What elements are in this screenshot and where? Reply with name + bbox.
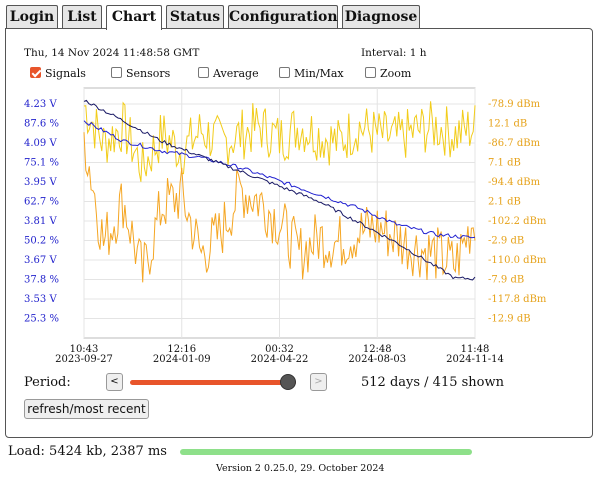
load-progress-bar xyxy=(180,449,472,455)
period-slider-track[interactable] xyxy=(130,380,296,385)
average-label: Average xyxy=(213,67,259,80)
chart-panel: Thu, 14 Nov 2024 11:48:58 GMT Interval: … xyxy=(5,28,593,438)
tab-login[interactable]: Login xyxy=(6,5,58,28)
sensors-label: Sensors xyxy=(126,67,171,80)
tab-diagnose[interactable]: Diagnose xyxy=(342,5,420,28)
tab-configuration[interactable]: Configuration xyxy=(228,5,338,28)
signals-label: Signals xyxy=(45,67,86,80)
period-prev-button[interactable]: < xyxy=(106,373,123,391)
zoom-label: Zoom xyxy=(380,67,412,80)
version-text: Version 2 0.25.0, 29. October 2024 xyxy=(216,463,385,474)
load-progress-fill xyxy=(180,449,472,455)
refresh-button[interactable]: refresh/most recent xyxy=(24,399,149,419)
period-slider-thumb[interactable] xyxy=(280,374,297,390)
load-text: Load: 5424 kb, 2387 ms xyxy=(8,444,167,459)
chart-interval: Interval: 1 h xyxy=(361,47,427,59)
signals-checkbox[interactable] xyxy=(30,67,41,78)
period-label: Period: xyxy=(24,375,71,390)
minmax-checkbox[interactable] xyxy=(279,67,290,78)
tab-chart[interactable]: Chart xyxy=(106,5,162,30)
average-checkbox[interactable] xyxy=(198,67,209,78)
zoom-checkbox[interactable] xyxy=(365,67,376,78)
period-next-button[interactable]: > xyxy=(310,373,327,391)
tab-list[interactable]: List xyxy=(62,5,102,28)
minmax-label: Min/Max xyxy=(294,67,344,80)
sensors-checkbox[interactable] xyxy=(111,67,122,78)
chart-timestamp: Thu, 14 Nov 2024 11:48:58 GMT xyxy=(24,47,200,59)
tab-status[interactable]: Status xyxy=(166,5,224,28)
period-shown-text: 512 days / 415 shown xyxy=(361,375,504,390)
